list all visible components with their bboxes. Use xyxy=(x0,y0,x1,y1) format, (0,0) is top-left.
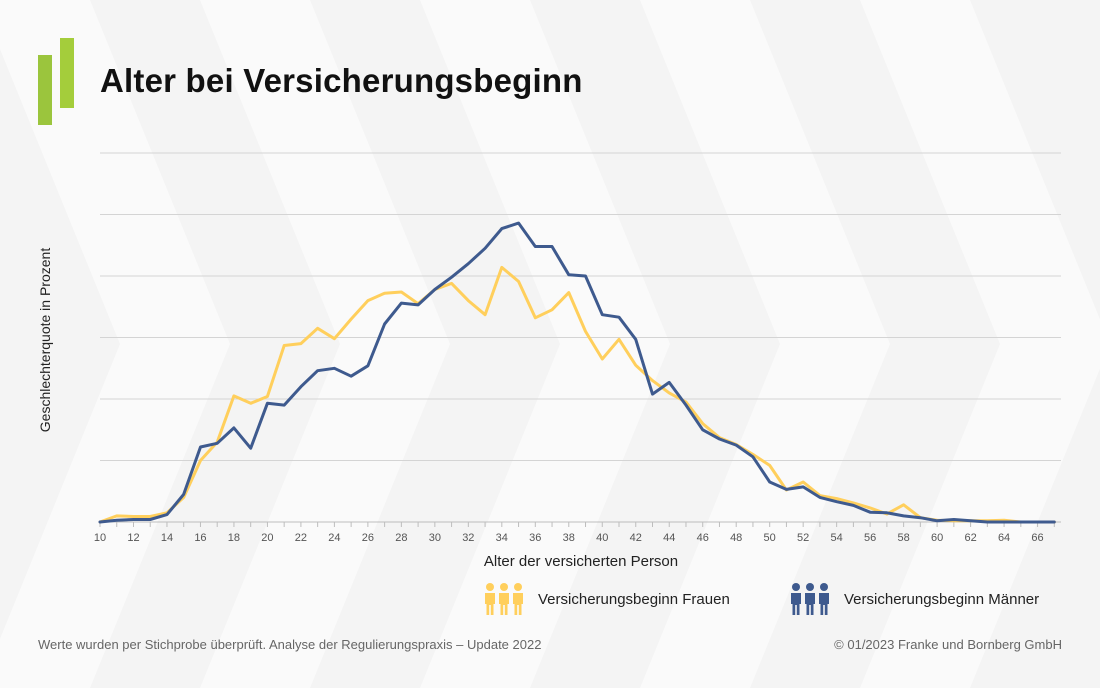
page-title: Alter bei Versicherungsbeginn xyxy=(100,62,583,99)
x-tick-label: 48 xyxy=(730,532,742,544)
x-tick-label: 54 xyxy=(831,532,843,544)
x-tick-label: 28 xyxy=(395,532,407,544)
x-tick-label: 60 xyxy=(931,532,943,544)
people-group-icon xyxy=(790,583,830,615)
x-tick-label: 44 xyxy=(663,532,675,544)
person-icon xyxy=(485,583,495,615)
footer-note: Werte wurden per Stichprobe überprüft. A… xyxy=(38,637,542,652)
legend-label-women: Versicherungsbeginn Frauen xyxy=(538,590,730,608)
person-icon xyxy=(819,583,829,615)
legend-label-men: Versicherungsbeginn Männer xyxy=(844,590,1040,608)
x-tick-label: 40 xyxy=(596,532,608,544)
grid-lines xyxy=(100,152,1061,523)
x-tick-label: 14 xyxy=(161,532,173,544)
x-tick-label: 30 xyxy=(429,532,441,544)
footer-copyright: © 01/2023 Franke und Bornberg GmbH xyxy=(834,637,1062,652)
x-tick-label: 20 xyxy=(261,532,273,544)
x-tick-label: 24 xyxy=(328,532,340,544)
x-tick-label: 26 xyxy=(362,532,374,544)
x-tick-label: 56 xyxy=(864,532,876,544)
series-line-men xyxy=(98,221,1056,524)
x-tick-label: 52 xyxy=(797,532,809,544)
x-tick-label: 22 xyxy=(295,532,307,544)
person-icon xyxy=(791,583,801,615)
x-tick-label: 62 xyxy=(964,532,976,544)
legend-item-men: Versicherungsbeginn Männer xyxy=(790,583,1039,615)
person-icon xyxy=(499,583,509,615)
x-axis-label: Alter der versicherten Person xyxy=(483,553,679,570)
x-axis: 10 12 14 16 18 20 22 24 26 28 30 32 34 36 38 40 42 44 46 48… xyxy=(94,522,1055,544)
person-icon xyxy=(513,583,523,615)
x-tick-label: 50 xyxy=(764,532,776,544)
x-tick-label: 58 xyxy=(897,532,909,544)
x-tick-label: 16 xyxy=(194,532,206,544)
x-tick-label: 12 xyxy=(127,532,139,544)
logo-bar-left xyxy=(38,55,52,125)
x-tick-label: 42 xyxy=(630,532,642,544)
legend-item-women: Versicherungsbeginn Frauen xyxy=(484,583,730,615)
x-tick-label: 38 xyxy=(563,532,575,544)
series-line-women xyxy=(98,265,1056,524)
people-group-icon xyxy=(484,583,524,615)
x-tick-label: 46 xyxy=(697,532,709,544)
person-icon xyxy=(805,583,815,615)
x-tick-label: 18 xyxy=(228,532,240,544)
x-tick-label: 64 xyxy=(998,532,1010,544)
x-tick-label: 66 xyxy=(1031,532,1043,544)
x-tick-label: 10 xyxy=(94,532,106,544)
series-lines xyxy=(98,221,1056,524)
x-tick-label: 34 xyxy=(496,532,508,544)
logo-bar-right xyxy=(60,38,74,108)
x-tick-label: 32 xyxy=(462,532,474,544)
x-tick-label: 36 xyxy=(529,532,541,544)
